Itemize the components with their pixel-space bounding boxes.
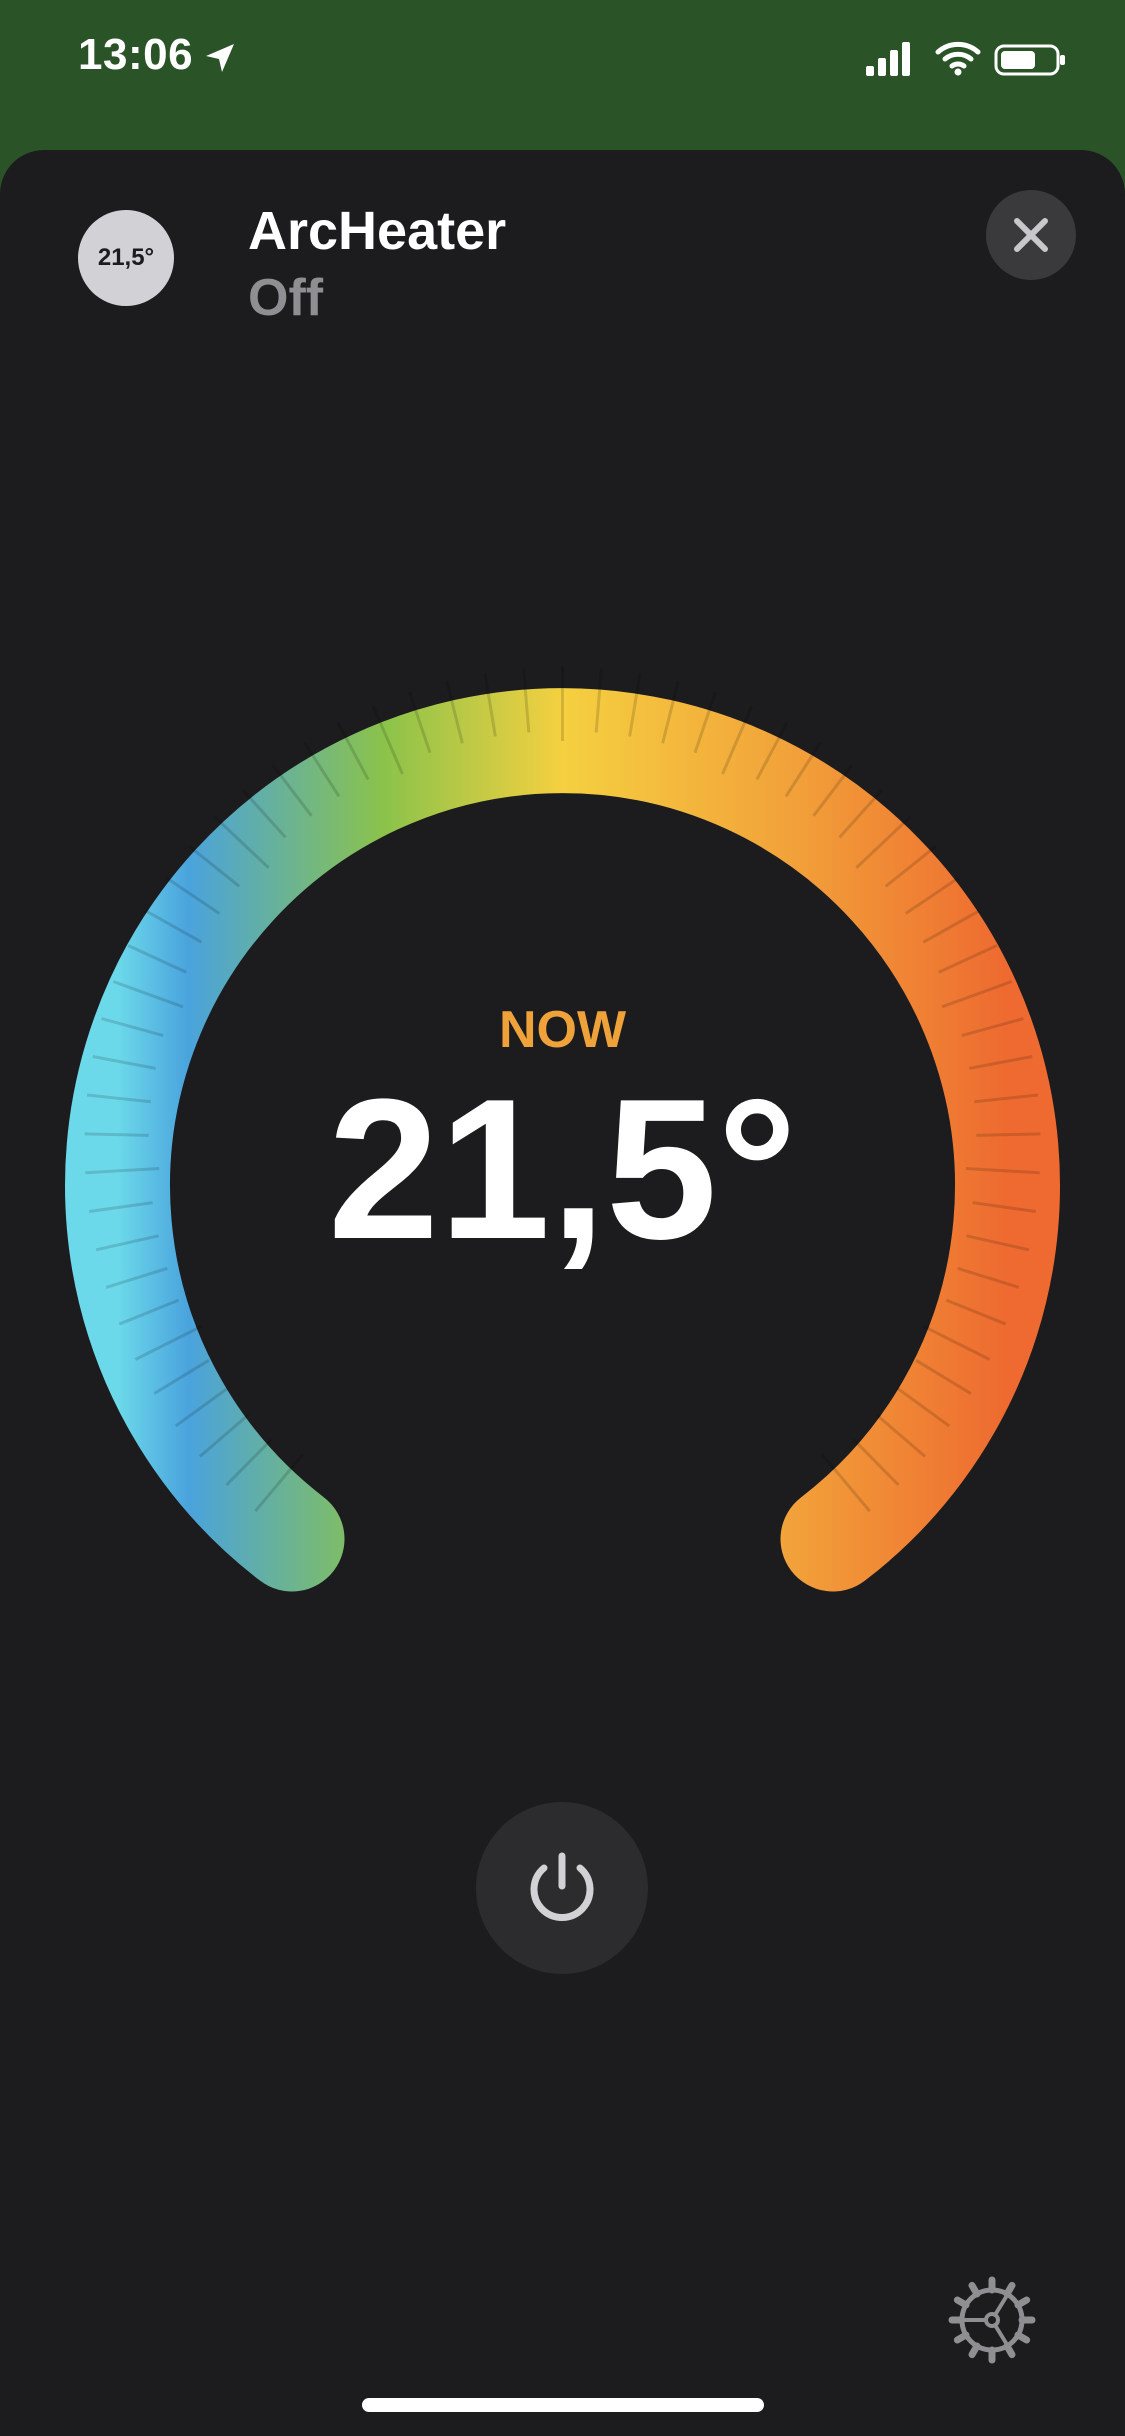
dial-tick [661,680,680,744]
dial-tick [86,1093,151,1104]
dial-ticks [84,667,1041,1513]
power-icon [530,1852,594,1921]
dial-tick [145,909,203,944]
dial-tick [174,1387,229,1428]
dial-tick [904,876,960,915]
dial-tick [153,1359,210,1395]
dial-tick [225,1438,273,1487]
dial-tick [915,1359,972,1395]
dial-tick [821,1453,871,1513]
dial-tick [969,1055,1033,1070]
dial-tick [838,788,884,839]
dial-tick [85,1166,160,1175]
cellular-signal-icon [866,42,910,76]
dial-tick [884,845,937,888]
power-button[interactable] [476,1802,648,1974]
close-icon [1014,218,1048,252]
dial-tick [855,815,912,869]
dial-tick [241,788,287,839]
dial-arc [65,688,1060,1592]
dial-tick [303,741,341,798]
dial-tick [95,1234,159,1252]
dial-tick [594,668,603,733]
dial-tick [84,1132,149,1137]
dial-tick [112,980,184,1009]
device-status: Off [248,269,324,327]
dial-tick [88,1201,153,1214]
dial-tick [755,722,789,781]
dial-tick [784,741,822,798]
dial-tick [945,1298,1007,1326]
home-indicator [362,2398,764,2412]
dial-tick [974,1093,1039,1104]
dial-tick [371,705,404,775]
dial-tick [105,1266,168,1289]
dial-tick [812,764,854,817]
dial-tick [101,1017,164,1037]
location-arrow-icon [206,44,234,72]
dial-tick [213,815,270,869]
accessory-sheet [0,150,1125,2436]
dial-tick [852,1438,900,1487]
battery-icon [994,44,1065,76]
dial-tick [127,944,187,974]
wifi-icon [935,41,981,76]
thermostat-dial[interactable] [0,600,1125,1600]
dial-tick [336,722,370,781]
gear-icon [948,2276,1036,2364]
device-badge: 21,5° [78,210,174,306]
dial-tick [483,673,497,737]
dial-tick [693,691,717,754]
dial-tick [922,909,980,944]
dial-tick [134,1324,203,1361]
dial-tick [875,1413,927,1458]
dial-tick [957,1266,1020,1289]
dial-tick [972,1201,1037,1214]
device-name: ArcHeater [248,201,507,261]
dial-tick [188,845,241,888]
now-label: NOW [498,1001,627,1059]
dial-tick [961,1017,1024,1037]
dial-tick [721,705,754,775]
dial-tick [966,1234,1030,1252]
dial-tick [896,1387,951,1428]
dial-tick [408,691,432,754]
dial-tick [522,668,531,733]
settings-button[interactable] [944,2272,1040,2368]
dial-tick [254,1453,304,1513]
close-button[interactable] [986,190,1076,280]
dial-tick [938,944,998,974]
dial-tick [976,1132,1041,1137]
dial-tick [965,1166,1040,1175]
dial-tick [165,876,221,915]
dial-tick [271,764,313,817]
dial-tick [445,680,464,744]
dial-tick [92,1055,156,1070]
status-time: 13:06 [78,30,194,79]
dial-tick [941,980,1013,1009]
status-bar: 13:06 [0,0,1125,150]
dial-tick [198,1413,250,1458]
current-temperature: 21,5° [327,1058,798,1281]
dial-tick [118,1298,180,1326]
dial-tick [628,673,642,737]
dial-tick [922,1324,991,1361]
